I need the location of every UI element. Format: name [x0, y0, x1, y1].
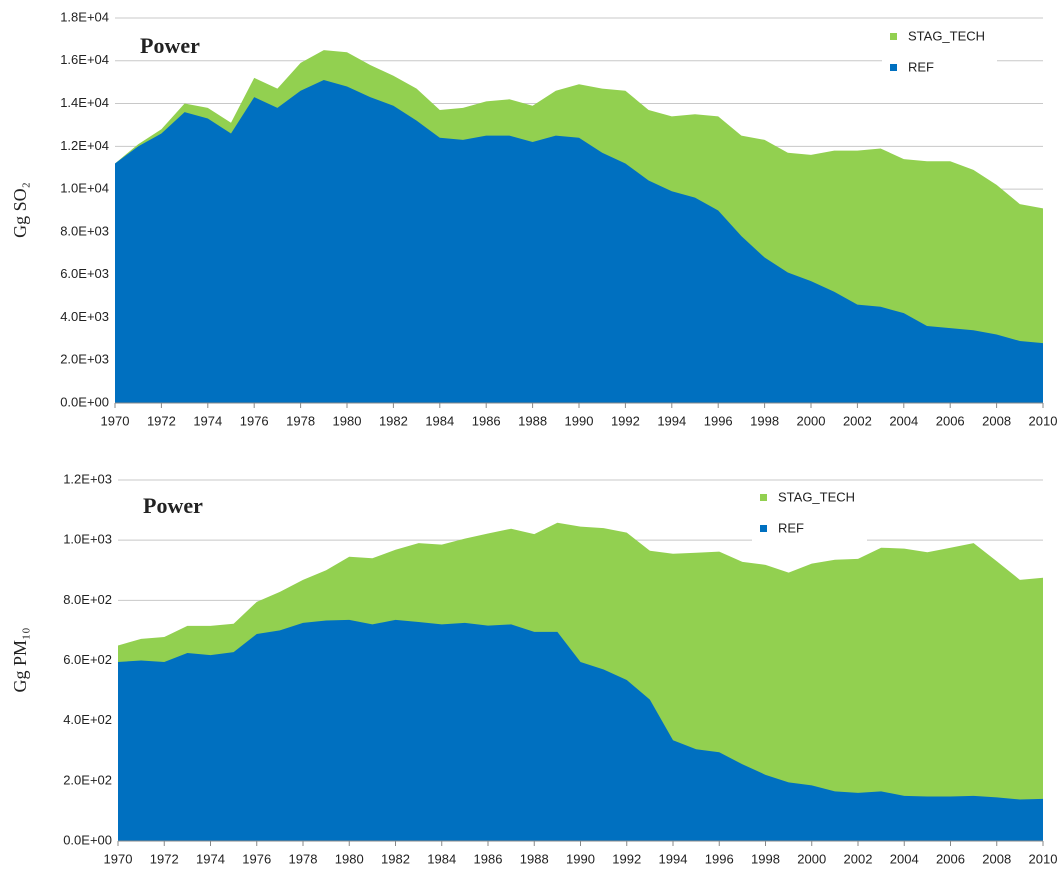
x-tick-label: 1990: [566, 851, 595, 866]
legend-box: [882, 23, 997, 81]
x-tick-label: 1986: [474, 851, 503, 866]
x-tick-label: 1994: [659, 851, 688, 866]
x-tick-label: 2000: [797, 851, 826, 866]
x-tick-label: 2006: [936, 413, 965, 428]
y-tick-label: 2.0E+02: [63, 772, 112, 787]
x-tick-label: 1988: [520, 851, 549, 866]
y-tick-label: 1.8E+04: [60, 9, 109, 24]
x-tick-label: 1984: [427, 851, 456, 866]
x-tick-label: 1978: [286, 413, 315, 428]
x-tick-label: 1972: [150, 851, 179, 866]
area-chart: 0.0E+00 2.0E+03 4.0E+03 6.0E+03 8.0E+03 1.0E+…: [10, 9, 1057, 428]
y-tick-label: 1.2E+03: [63, 471, 112, 486]
x-tick-label: 1996: [705, 851, 734, 866]
x-tick-label: 2000: [797, 413, 826, 428]
legend-swatch: [890, 33, 897, 40]
x-tick-label: 1996: [704, 413, 733, 428]
x-tick-label: 1982: [381, 851, 410, 866]
x-tick-label: 1982: [379, 413, 408, 428]
x-tick-label: 2004: [889, 413, 918, 428]
x-tick-label: 1986: [472, 413, 501, 428]
x-tick-label: 1992: [611, 413, 640, 428]
x-tick-label: 1988: [518, 413, 547, 428]
y-tick-label: 1.4E+04: [60, 95, 109, 110]
legend-label: STAG_TECH: [908, 28, 985, 43]
legend-box: [752, 484, 867, 542]
legend-swatch: [890, 64, 897, 71]
legend-label: STAG_TECH: [778, 489, 855, 504]
x-tick-label: 2004: [890, 851, 919, 866]
x-tick-label: 1998: [751, 851, 780, 866]
x-tick-label: 1990: [565, 413, 594, 428]
x-tick-label: 2010: [1029, 851, 1058, 866]
y-tick-label: 1.0E+04: [60, 181, 109, 196]
x-tick-label: 1980: [333, 413, 362, 428]
chart-title: Power: [140, 33, 200, 58]
x-tick-label: 1972: [147, 413, 176, 428]
chart-title: Power: [143, 493, 203, 518]
x-tick-label: 2002: [843, 413, 872, 428]
y-tick-label: 8.0E+03: [60, 223, 109, 238]
x-tick-label: 2006: [936, 851, 965, 866]
x-tick-label: 1980: [335, 851, 364, 866]
y-tick-label: 8.0E+02: [63, 592, 112, 607]
x-tick-label: 1976: [240, 413, 269, 428]
y-tick-label: 6.0E+03: [60, 266, 109, 281]
y-tick-label: 1.0E+03: [63, 532, 112, 547]
x-tick-label: 2008: [982, 851, 1011, 866]
legend-swatch: [760, 525, 767, 532]
y-axis-label: Gg SO₂: [10, 182, 30, 238]
y-tick-label: 2.0E+03: [60, 352, 109, 367]
y-tick-label: 1.2E+04: [60, 138, 109, 153]
y-tick-label: 0.0E+00: [63, 832, 112, 847]
legend-label: REF: [778, 520, 804, 535]
x-tick-label: 1970: [104, 851, 133, 866]
y-tick-label: 1.6E+04: [60, 52, 109, 67]
x-tick-label: 2002: [844, 851, 873, 866]
y-axis-label: Gg PM₁₀: [10, 627, 30, 692]
x-tick-label: 2008: [982, 413, 1011, 428]
x-tick-label: 2010: [1029, 413, 1058, 428]
y-tick-label: 4.0E+03: [60, 309, 109, 324]
x-tick-label: 1976: [242, 851, 271, 866]
y-tick-label: 0.0E+00: [60, 394, 109, 409]
x-tick-label: 1994: [657, 413, 686, 428]
legend-label: REF: [908, 59, 934, 74]
x-tick-label: 1992: [612, 851, 641, 866]
x-tick-label: 1978: [289, 851, 318, 866]
x-tick-label: 1974: [196, 851, 225, 866]
y-tick-label: 6.0E+02: [63, 652, 112, 667]
x-tick-label: 1998: [750, 413, 779, 428]
y-tick-label: 4.0E+02: [63, 712, 112, 727]
legend-swatch: [760, 494, 767, 501]
x-tick-label: 1970: [101, 413, 130, 428]
area: [115, 80, 1043, 404]
x-tick-label: 1984: [425, 413, 454, 428]
area: [118, 619, 1043, 841]
area-chart: 0.0E+00 2.0E+02 4.0E+02 6.0E+02 8.0E+02 1.0E+…: [10, 471, 1057, 866]
x-tick-label: 1974: [193, 413, 222, 428]
